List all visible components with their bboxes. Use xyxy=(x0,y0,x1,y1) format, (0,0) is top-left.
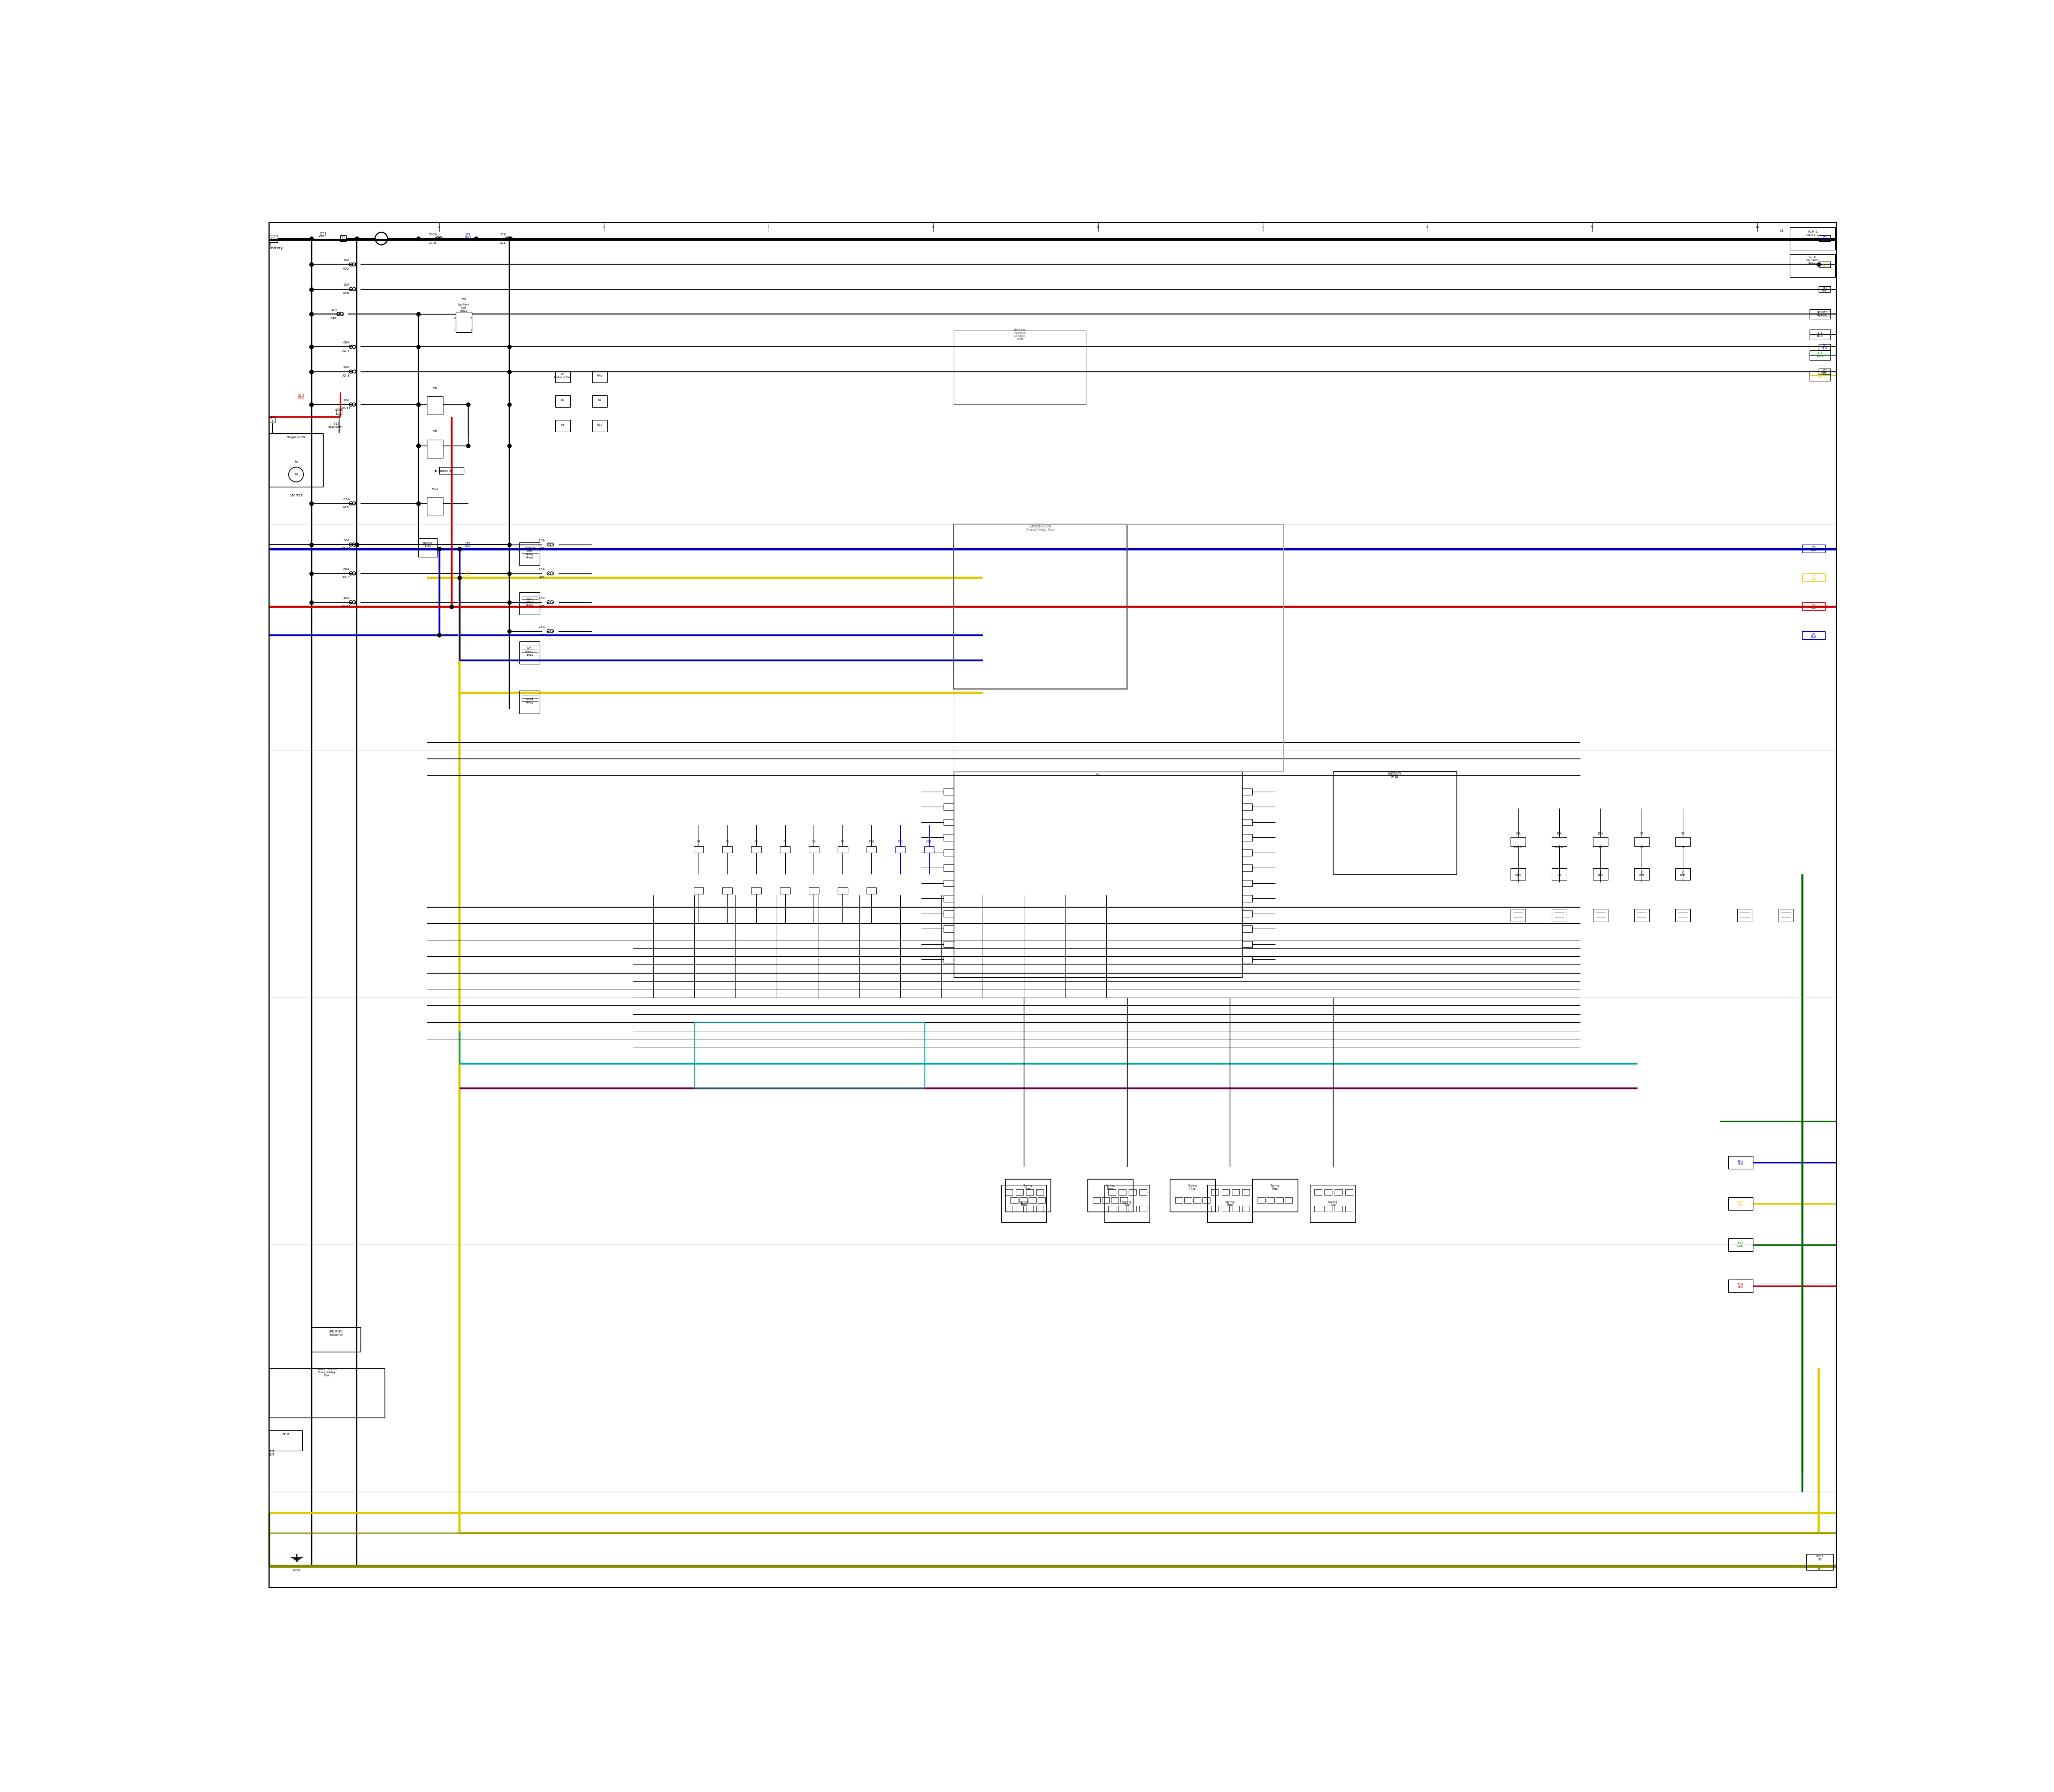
Text: Spring
Plug: Spring Plug xyxy=(1023,1185,1033,1190)
Bar xyxy=(1345,1190,1352,1195)
Text: A29: A29 xyxy=(343,292,349,294)
Bar xyxy=(1243,849,1253,857)
Bar xyxy=(1818,235,1830,242)
Text: IE-A
BRN: IE-A BRN xyxy=(1818,312,1824,317)
Bar xyxy=(694,887,702,894)
Bar xyxy=(694,1023,924,1088)
Text: 2.5A: 2.5A xyxy=(538,568,544,570)
Text: C408
1: C408 1 xyxy=(335,409,343,414)
Text: L1: L1 xyxy=(1781,229,1783,231)
Bar xyxy=(1801,602,1824,611)
Bar xyxy=(1727,1156,1752,1168)
Text: G001
SG: G001 SG xyxy=(1816,1555,1824,1561)
Bar xyxy=(269,434,322,487)
Text: 10A: 10A xyxy=(343,283,349,287)
Text: M11: M11 xyxy=(431,487,438,491)
Text: M8: M8 xyxy=(561,423,565,426)
Text: PCM-1
Relay 1: PCM-1 Relay 1 xyxy=(1805,231,1818,237)
Text: A1: A1 xyxy=(1095,774,1101,776)
Bar xyxy=(1510,909,1526,921)
Bar xyxy=(1103,1197,1109,1202)
Text: BCM: BCM xyxy=(281,1434,290,1435)
Text: F9: F9 xyxy=(840,840,844,844)
Bar xyxy=(752,846,762,853)
Text: M11: M11 xyxy=(598,423,602,426)
Bar xyxy=(943,788,953,796)
Bar xyxy=(723,846,731,853)
Bar xyxy=(1310,1185,1356,1222)
Bar xyxy=(1130,1190,1136,1195)
Text: A2-1: A2-1 xyxy=(343,375,349,376)
Bar xyxy=(1109,1190,1115,1195)
Bar xyxy=(1130,1206,1136,1211)
Bar xyxy=(1140,1206,1146,1211)
Bar xyxy=(555,396,569,407)
Bar xyxy=(809,846,820,853)
Text: Cond
Relay: Cond Relay xyxy=(526,699,534,704)
Text: Radiator
Fan
Relay
Klima: Radiator Fan Relay Klima xyxy=(524,547,536,559)
Text: M8: M8 xyxy=(433,430,438,432)
Text: A2-81: A2-81 xyxy=(341,606,351,607)
Text: [E]
WHT: [E] WHT xyxy=(1822,369,1828,375)
Text: ▶ Diode B: ▶ Diode B xyxy=(435,470,452,471)
Bar xyxy=(1015,1190,1023,1195)
Bar xyxy=(1019,1197,1027,1202)
Bar xyxy=(520,543,540,564)
Bar xyxy=(1202,1197,1210,1202)
Bar xyxy=(1000,1185,1045,1222)
Text: G001: G001 xyxy=(292,1568,302,1572)
Bar xyxy=(1801,545,1824,552)
Text: [E1]
WHT: [E1] WHT xyxy=(318,231,327,238)
Text: A16: A16 xyxy=(331,317,337,319)
Bar xyxy=(1212,1190,1218,1195)
Text: A25: A25 xyxy=(343,505,349,509)
Bar xyxy=(1315,1190,1321,1195)
Bar xyxy=(943,880,953,887)
Bar xyxy=(1257,1197,1265,1202)
Text: IL-1
BRN: IL-1 BRN xyxy=(1818,332,1824,337)
Bar xyxy=(341,235,345,242)
Bar xyxy=(440,468,464,473)
Bar xyxy=(555,419,569,432)
Text: F11: F11 xyxy=(898,840,904,844)
Bar xyxy=(1243,1190,1249,1195)
Bar xyxy=(1111,1197,1119,1202)
Text: CAM-2: CAM-2 xyxy=(1555,846,1563,849)
Bar xyxy=(1243,803,1253,810)
Bar xyxy=(1789,228,1834,251)
Bar xyxy=(592,396,608,407)
Bar xyxy=(1004,1179,1050,1211)
Text: C
YEL: C YEL xyxy=(1557,871,1561,876)
Bar xyxy=(1243,910,1253,918)
Text: IE/3
GRN: IE/3 GRN xyxy=(1738,1242,1744,1247)
Bar xyxy=(953,523,1284,771)
Bar xyxy=(1105,1185,1150,1222)
Bar xyxy=(943,957,953,962)
Text: 50A: 50A xyxy=(343,366,349,369)
Text: C
BLU: C BLU xyxy=(1639,871,1643,876)
Bar xyxy=(1738,909,1752,921)
Bar xyxy=(427,439,444,459)
Bar xyxy=(943,910,953,918)
Text: Spring
Plug: Spring Plug xyxy=(1269,1185,1280,1190)
Bar xyxy=(1345,1206,1352,1211)
Bar xyxy=(943,849,953,857)
Bar xyxy=(1727,1238,1752,1251)
Bar xyxy=(1119,1190,1126,1195)
Bar xyxy=(1243,1206,1249,1211)
Bar xyxy=(1243,788,1253,796)
Bar xyxy=(896,846,906,853)
Text: A1-6: A1-6 xyxy=(429,242,438,244)
Bar xyxy=(1286,1197,1292,1202)
Text: IE/4
RED: IE/4 RED xyxy=(1738,1283,1744,1288)
Bar xyxy=(1335,1190,1341,1195)
Bar xyxy=(1004,1206,1013,1211)
Text: 20A: 20A xyxy=(343,400,349,401)
Text: 7.5A: 7.5A xyxy=(343,498,349,500)
Text: Spring
Plug: Spring Plug xyxy=(1121,1201,1132,1206)
Text: F5: F5 xyxy=(725,840,729,844)
Bar xyxy=(1185,1197,1191,1202)
Text: [E]
RED: [E] RED xyxy=(1810,604,1816,609)
Text: F7: F7 xyxy=(783,840,787,844)
Text: M9: M9 xyxy=(598,400,602,401)
